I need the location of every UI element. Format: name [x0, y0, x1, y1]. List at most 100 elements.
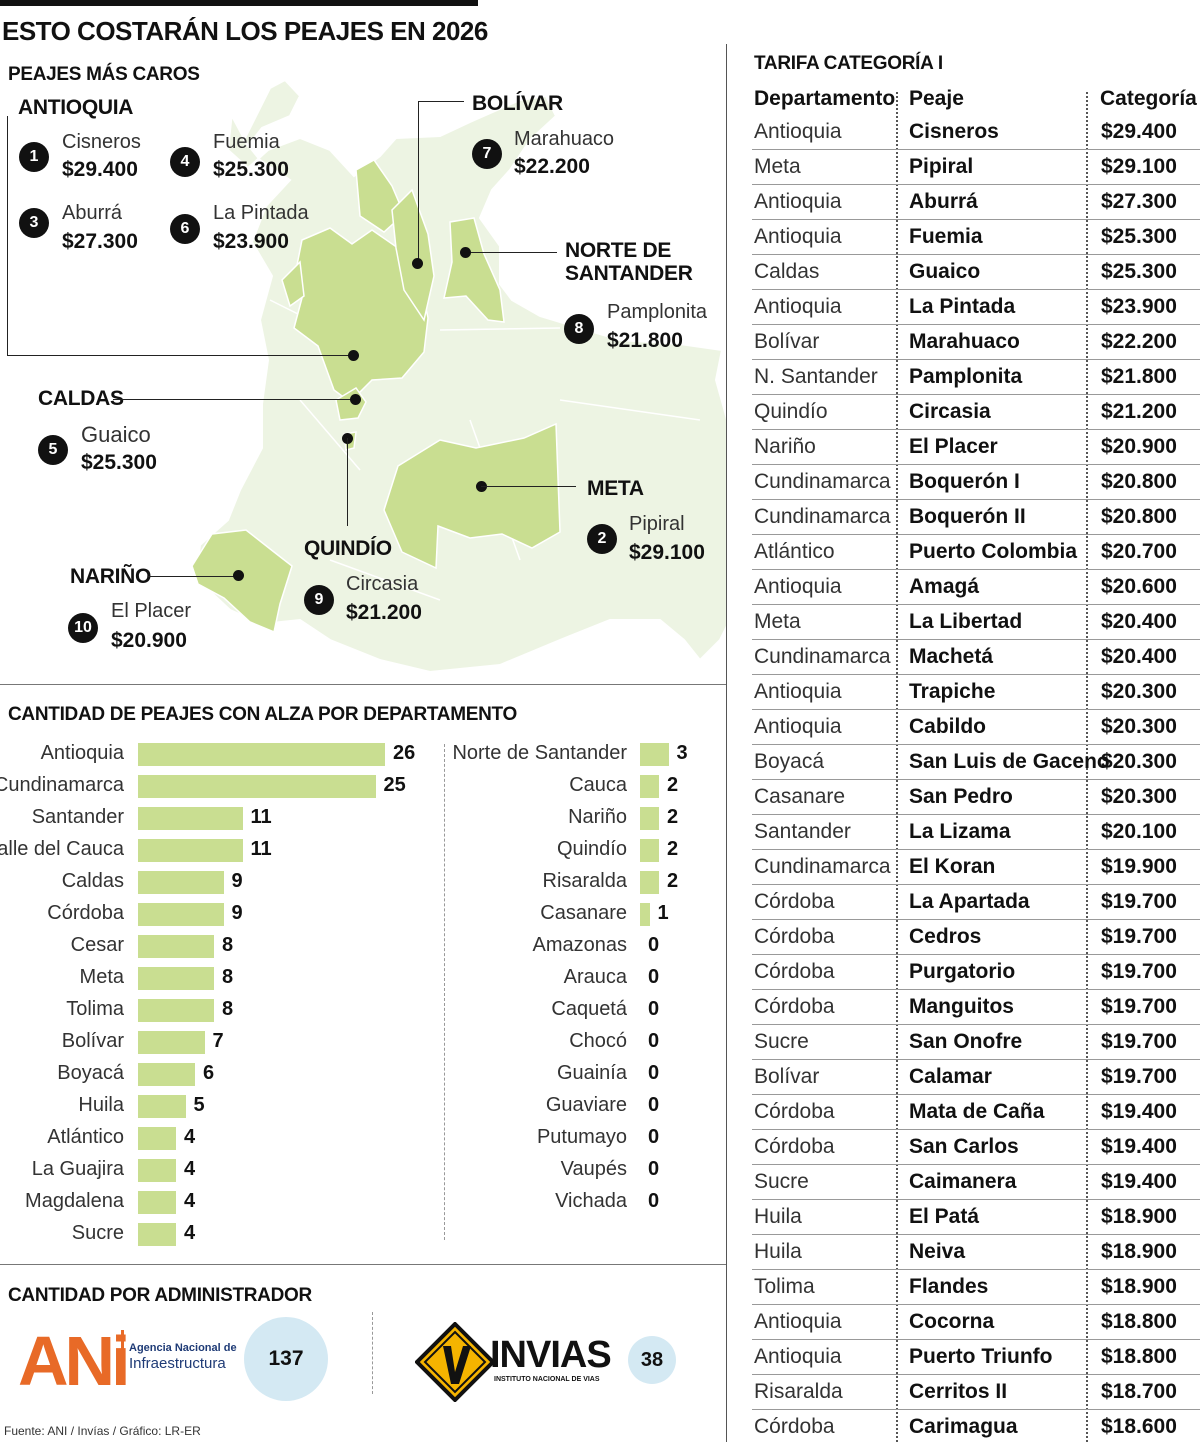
table-cell-peaje: Manguitos — [909, 995, 1014, 1018]
table-cell-peaje: Flandes — [909, 1275, 989, 1298]
leader-meta — [481, 486, 576, 487]
invias-diamond-icon — [415, 1322, 495, 1402]
region-choco-coast — [281, 260, 305, 308]
toll-name: Guaico — [81, 422, 151, 447]
toll-name: Pipiral — [629, 513, 685, 535]
region-label-antioquia: ANTIOQUIA — [18, 96, 134, 119]
bar-value-label: 4 — [184, 1126, 196, 1148]
toll-marker-antioquia — [348, 350, 359, 361]
table-cell-departamento: Córdoba — [754, 960, 835, 983]
bar-value-label: 5 — [193, 1094, 205, 1116]
table-cell-peaje: Caimanera — [909, 1170, 1017, 1193]
table-row: Antioquia Cisneros $29.400 — [752, 115, 1200, 150]
rank-badge: 7 — [472, 139, 502, 169]
table-cell-peaje: Calamar — [909, 1065, 992, 1088]
table-row: Cundinamarca Boquerón I $20.800 — [752, 465, 1200, 500]
table-col-separator — [896, 92, 898, 1442]
table-cell-peaje: Boquerón II — [909, 505, 1026, 528]
table-cell-departamento: Antioquia — [754, 1345, 842, 1368]
table-row: Bolívar Calamar $19.700 — [752, 1060, 1200, 1095]
table-row: Córdoba Mata de Caña $19.400 — [752, 1095, 1200, 1130]
bar — [640, 839, 659, 862]
toll-price: $29.400 — [62, 158, 138, 181]
table-cell-categoria: $20.300 — [1101, 715, 1177, 738]
table-cell-departamento: Antioquia — [754, 575, 842, 598]
bar-category-label: Casanare — [540, 902, 627, 924]
toll-price: $25.300 — [81, 451, 157, 474]
ani-count-bubble: 137 — [244, 1317, 328, 1401]
region-norte-santander — [443, 217, 505, 323]
table-cell-categoria: $18.600 — [1101, 1415, 1177, 1438]
bar-value-label: 8 — [222, 998, 234, 1020]
table-cell-categoria: $19.400 — [1101, 1170, 1177, 1193]
bar-category-label: Córdoba — [47, 902, 124, 924]
toll-name: El Placer — [111, 600, 192, 622]
bar — [138, 807, 243, 830]
table-cell-departamento: Meta — [754, 155, 801, 178]
table-row: Antioquia Cocorna $18.800 — [752, 1305, 1200, 1340]
table-cell-departamento: N. Santander — [754, 365, 878, 388]
region-label-quindio: QUINDÍO — [304, 537, 392, 560]
table-cell-peaje: Cocorna — [909, 1310, 995, 1333]
table-cell-categoria: $20.400 — [1101, 645, 1177, 668]
table-cell-departamento: Atlántico — [754, 540, 835, 563]
table-row: Córdoba Cedros $19.700 — [752, 920, 1200, 955]
table-cell-peaje: Cedros — [909, 925, 982, 948]
bar — [138, 1095, 186, 1118]
bar-value-label: 4 — [184, 1222, 196, 1244]
toll-price: $22.200 — [514, 155, 590, 178]
table-cell-peaje: Mata de Caña — [909, 1100, 1045, 1123]
table-cell-categoria: $20.300 — [1101, 785, 1177, 808]
table-cell-peaje: Cerritos II — [909, 1380, 1008, 1403]
bar — [138, 935, 214, 958]
table-row: Huila Neiva $18.900 — [752, 1235, 1200, 1270]
table-cell-peaje: San Carlos — [909, 1135, 1019, 1158]
table-cell-categoria: $23.900 — [1101, 295, 1177, 318]
bar — [640, 903, 650, 926]
toll-marker-norte-santander — [460, 247, 471, 258]
table-cell-departamento: Caldas — [754, 260, 820, 283]
leader-bolivar-horizontal — [418, 101, 464, 102]
region-narino — [191, 529, 293, 634]
bar-category-label: Vaupés — [560, 1158, 627, 1180]
section-divider — [0, 684, 726, 685]
bar — [640, 807, 659, 830]
leader-antioquia-horizontal — [7, 355, 354, 356]
table-row: Antioquia Trapiche $20.300 — [752, 675, 1200, 710]
table-cell-peaje: El Placer — [909, 435, 998, 458]
bar-category-label: La Guajira — [31, 1158, 124, 1180]
bar-value-label: 0 — [648, 1062, 660, 1084]
table-header-departamento: Departamento — [754, 87, 896, 110]
bar-category-label: Boyacá — [57, 1062, 124, 1084]
table-row: Huila El Patá $18.900 — [752, 1200, 1200, 1235]
table-cell-departamento: Antioquia — [754, 680, 842, 703]
table-cell-categoria: $20.900 — [1101, 435, 1177, 458]
table-cell-departamento: Casanare — [754, 785, 846, 808]
bar — [138, 871, 224, 894]
bar — [138, 1191, 176, 1214]
bar-value-label: 0 — [648, 1190, 660, 1212]
table-header-peaje: Peaje — [909, 87, 964, 110]
bar-category-label: Nariño — [568, 806, 627, 828]
bar — [138, 839, 243, 862]
table-col-separator — [1086, 92, 1088, 1442]
table-cell-departamento: Bolívar — [754, 330, 820, 353]
ani-name-line-1: Agencia Nacional de — [129, 1342, 237, 1354]
bar — [138, 1159, 176, 1182]
bar-value-label: 0 — [648, 1094, 660, 1116]
top-rule — [0, 0, 478, 6]
table-cell-peaje: Trapiche — [909, 680, 996, 703]
table-row: Córdoba La Apartada $19.700 — [752, 885, 1200, 920]
table-cell-departamento: Córdoba — [754, 890, 835, 913]
bar-category-label: Guainía — [556, 1062, 627, 1084]
table-cell-departamento: Cundinamarca — [754, 505, 891, 528]
table-row: Caldas Guaico $25.300 — [752, 255, 1200, 290]
region-label-caldas: CALDAS — [38, 387, 124, 410]
table-row: Atlántico Puerto Colombia $20.700 — [752, 535, 1200, 570]
bar-category-label: Meta — [79, 966, 124, 988]
table-row: Antioquia Amagá $20.600 — [752, 570, 1200, 605]
table-cell-departamento: Córdoba — [754, 1135, 835, 1158]
table-cell-departamento: Antioquia — [754, 120, 842, 143]
table-cell-departamento: Huila — [754, 1205, 802, 1228]
table-row: Córdoba Manguitos $19.700 — [752, 990, 1200, 1025]
